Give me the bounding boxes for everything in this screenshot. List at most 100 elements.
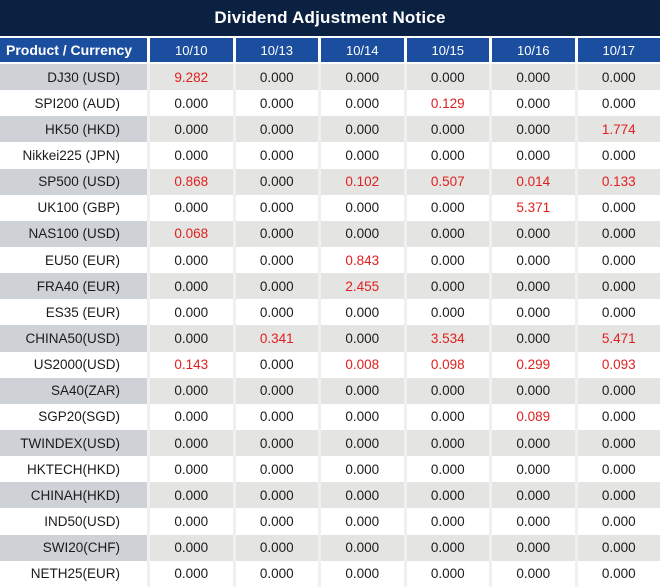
table-row: NAS100 (USD) 0.068 0.000 0.000 0.000 0.000 0.0… [0,220,660,247]
value-cell: 0.000 [492,142,575,169]
value-cell: 0.000 [577,508,660,535]
value-cell: 0.000 [150,299,233,326]
value-cell: 0.000 [235,220,318,247]
value-cell: 0.000 [235,299,318,326]
value-cell: 0.000 [235,508,318,535]
product-cell: HKTECH(HKD) [0,456,147,483]
product-cell: UK100 (GBP) [0,194,147,221]
table-row: Nikkei225 (JPN) 0.000 0.000 0.000 0.000 0.000… [0,142,660,169]
value-cell: 0.000 [150,116,233,143]
value-cell: 0.000 [492,377,575,404]
value-cell: 0.068 [150,220,233,247]
value-cell: 0.000 [321,90,404,117]
value-cell: 0.000 [492,116,575,143]
product-cell: IND50(USD) [0,508,147,535]
value-cell: 0.000 [150,142,233,169]
product-cell: DJ30 (USD) [0,64,147,91]
table-row: CHINAH(HKD) 0.000 0.000 0.000 0.000 0.000 0.00… [0,482,660,509]
value-cell: 0.000 [321,456,404,483]
value-cell: 0.341 [235,325,318,352]
product-cell: SGP20(SGD) [0,403,147,430]
value-cell: 0.014 [492,168,575,195]
date-header-6: 10/17 [577,38,660,62]
value-cell: 0.000 [150,534,233,561]
value-cell: 0.000 [406,508,489,535]
value-cell: 0.000 [492,325,575,352]
table-body: DJ30 (USD) 9.282 0.000 0.000 0.000 0.000 0.000… [0,64,660,587]
value-cell: 0.000 [235,273,318,300]
value-cell: 0.000 [321,403,404,430]
product-cell: TWINDEX(USD) [0,429,147,457]
value-cell: 0.143 [150,351,233,378]
value-cell: 0.000 [321,560,404,587]
table-row: CHINA50(USD) 0.000 0.341 0.000 3.534 0.000 5.4… [0,325,660,352]
value-cell: 0.000 [321,325,404,352]
value-cell: 0.000 [492,456,575,483]
value-cell: 0.000 [406,534,489,561]
value-cell: 0.000 [492,429,575,457]
value-cell: 0.000 [321,220,404,247]
table-row: HKTECH(HKD) 0.000 0.000 0.000 0.000 0.000 0.00… [0,456,660,483]
table-row: SA40(ZAR) 0.000 0.000 0.000 0.000 0.000 0.000 [0,377,660,404]
product-cell: US2000(USD) [0,351,147,378]
value-cell: 0.000 [406,194,489,221]
value-cell: 0.129 [406,90,489,117]
product-cell: SP500 (USD) [0,168,147,195]
page-title: Dividend Adjustment Notice [214,8,446,27]
value-cell: 9.282 [150,64,233,91]
table-row: FRA40 (EUR) 0.000 0.000 2.455 0.000 0.000 0.00… [0,273,660,300]
value-cell: 0.000 [577,194,660,221]
table-row: IND50(USD) 0.000 0.000 0.000 0.000 0.000 0.000 [0,508,660,535]
value-cell: 0.133 [577,168,660,195]
product-cell: NETH25(EUR) [0,560,147,587]
product-cell: SA40(ZAR) [0,377,147,404]
value-cell: 0.000 [406,377,489,404]
value-cell: 5.371 [492,194,575,221]
value-cell: 0.000 [150,273,233,300]
product-cell: FRA40 (EUR) [0,273,147,300]
date-header-3: 10/14 [321,38,404,62]
value-cell: 0.000 [406,299,489,326]
value-cell: 0.000 [321,482,404,509]
value-cell: 0.000 [321,142,404,169]
product-currency-header: Product / Currency [0,38,147,62]
value-cell: 0.000 [577,377,660,404]
value-cell: 0.000 [235,429,318,457]
value-cell: 0.000 [577,534,660,561]
table-row: US2000(USD) 0.143 0.000 0.008 0.098 0.299 0.09… [0,351,660,378]
divider [0,36,660,38]
value-cell: 5.471 [577,325,660,352]
value-cell: 0.089 [492,403,575,430]
divider [0,62,660,64]
value-cell: 0.000 [492,246,575,274]
value-cell: 1.774 [577,116,660,143]
value-cell: 0.000 [235,351,318,378]
value-cell: 0.000 [577,403,660,430]
value-cell: 0.000 [406,560,489,587]
product-cell: SPI200 (AUD) [0,90,147,117]
value-cell: 0.000 [235,168,318,195]
value-cell: 0.000 [235,90,318,117]
value-cell: 0.000 [321,299,404,326]
value-cell: 0.000 [150,194,233,221]
table-row: SWI20(CHF) 0.000 0.000 0.000 0.000 0.000 0.000 [0,534,660,561]
table-header-row: Product / Currency 10/10 10/13 10/14 10/… [0,38,660,62]
product-cell: NAS100 (USD) [0,220,147,247]
value-cell: 0.000 [492,64,575,91]
value-cell: 0.000 [492,508,575,535]
value-cell: 0.000 [150,90,233,117]
value-cell: 0.000 [150,429,233,457]
value-cell: 0.102 [321,168,404,195]
table-row: DJ30 (USD) 9.282 0.000 0.000 0.000 0.000 0.000 [0,64,660,91]
value-cell: 0.000 [321,429,404,457]
value-cell: 0.000 [577,273,660,300]
value-cell: 0.000 [150,456,233,483]
value-cell: 0.000 [235,560,318,587]
value-cell: 0.000 [577,482,660,509]
table-row: SP500 (USD) 0.868 0.000 0.102 0.507 0.014 0.13… [0,168,660,195]
value-cell: 0.000 [235,194,318,221]
value-cell: 0.000 [150,403,233,430]
value-cell: 0.098 [406,351,489,378]
value-cell: 0.000 [577,90,660,117]
value-cell: 0.000 [492,299,575,326]
